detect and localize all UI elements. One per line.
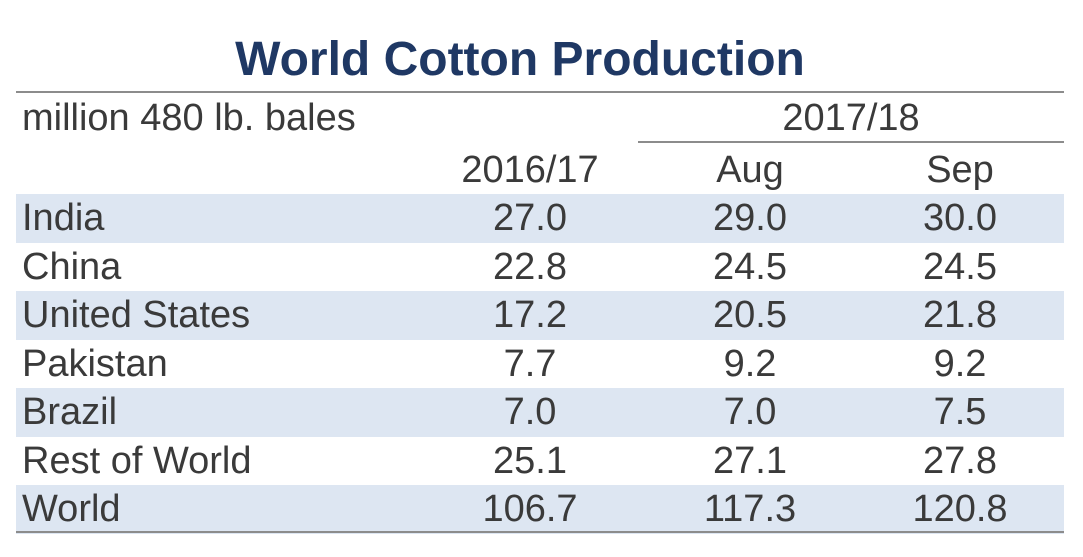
- cell-2016-17: 27.0: [493, 197, 567, 239]
- cell-sep: 30.0: [923, 197, 997, 239]
- column-header-aug: Aug: [716, 149, 784, 191]
- cell-2016-17: 106.7: [482, 488, 578, 530]
- table-row-total: World 106.7 117.3 120.8: [16, 485, 1064, 534]
- column-header-2016-17: 2016/17: [461, 149, 599, 191]
- cell-aug: 20.5: [713, 294, 787, 336]
- cell-sep: 7.5: [933, 391, 987, 433]
- cell-sep: 120.8: [912, 488, 1008, 530]
- table-row: Rest of World 25.1 27.1 27.8: [16, 437, 1064, 486]
- cell-sep: 24.5: [923, 245, 997, 288]
- top-rule: [16, 91, 1064, 93]
- table-row: United States 17.2 20.5 21.8: [16, 291, 1064, 340]
- table-row: India 27.0 29.0 30.0: [16, 194, 1064, 243]
- table-row: Brazil 7.0 7.0 7.5: [16, 388, 1064, 437]
- units-label: million 480 lb. bales: [22, 97, 356, 139]
- row-label: China: [22, 245, 122, 288]
- table-row: Pakistan 7.7 9.2 9.2: [16, 340, 1064, 389]
- row-label: World: [22, 488, 121, 530]
- table-body: India 27.0 29.0 30.0 China 22.8 24.5 24.…: [16, 194, 1064, 534]
- column-group-label: 2017/18: [782, 97, 920, 139]
- column-group-rule: [638, 141, 1064, 143]
- row-label: Rest of World: [22, 439, 252, 482]
- cell-2016-17: 7.7: [503, 342, 557, 385]
- cell-aug: 117.3: [703, 488, 797, 530]
- row-label: India: [22, 197, 105, 239]
- cell-aug: 9.2: [723, 342, 777, 385]
- table-row: China 22.8 24.5 24.5: [16, 243, 1064, 292]
- bottom-rule: [16, 531, 1064, 533]
- cell-sep: 9.2: [933, 342, 987, 385]
- chart-title: World Cotton Production: [235, 33, 805, 86]
- cell-aug: 24.5: [713, 245, 787, 288]
- row-label: Pakistan: [22, 342, 168, 385]
- cell-2016-17: 7.0: [503, 391, 557, 433]
- cell-aug: 29.0: [713, 197, 787, 239]
- cell-2016-17: 17.2: [493, 294, 567, 336]
- cell-aug: 7.0: [723, 391, 777, 433]
- row-label: Brazil: [22, 391, 118, 433]
- cell-2016-17: 25.1: [493, 439, 567, 482]
- cell-2016-17: 22.8: [493, 245, 567, 288]
- cell-sep: 27.8: [923, 439, 997, 482]
- cell-aug: 27.1: [713, 439, 787, 482]
- row-label: United States: [22, 294, 251, 336]
- column-header-sep: Sep: [926, 149, 994, 191]
- cell-sep: 21.8: [923, 294, 997, 336]
